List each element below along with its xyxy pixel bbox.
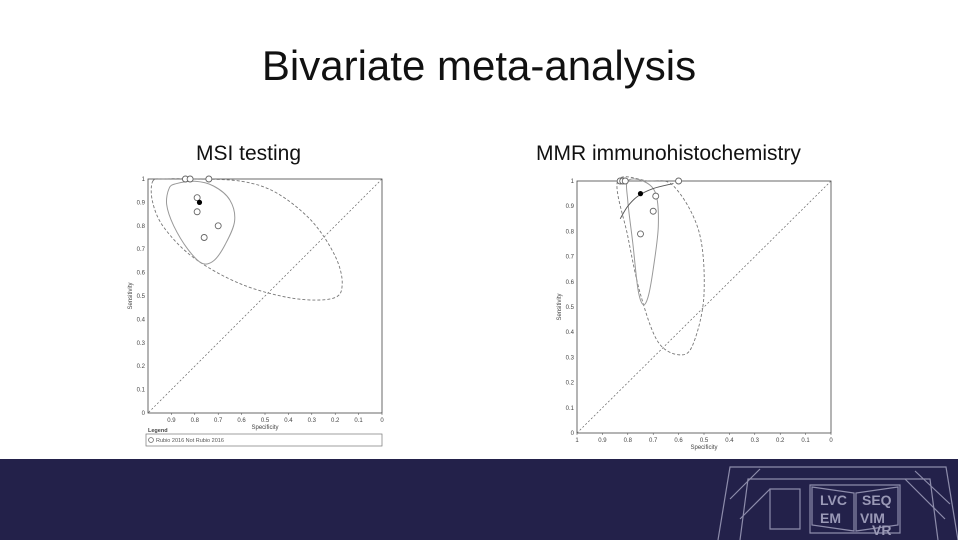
- x-tick-label: 0.2: [331, 418, 340, 424]
- study-point: [675, 177, 683, 185]
- y-tick-label: 0.1: [566, 406, 575, 412]
- y-tick-label: 0.1: [137, 388, 146, 394]
- x-tick-label: 0.3: [308, 418, 317, 424]
- reference-diagonal: [147, 178, 383, 414]
- y-axis-label: Sensitivity: [557, 293, 563, 320]
- confidence-region: [625, 178, 659, 306]
- y-tick-label: 0.7: [566, 255, 575, 261]
- y-tick-label: 0.6: [137, 271, 146, 277]
- x-tick-label: 0.7: [649, 438, 658, 444]
- y-tick-label: 0: [571, 431, 575, 437]
- y-tick-label: 0: [142, 411, 146, 417]
- svg-text:LVC: LVC: [820, 492, 847, 508]
- prediction-region: [616, 176, 705, 356]
- legend-box: [145, 433, 383, 447]
- summary-point: [196, 199, 203, 205]
- legend-entry: Rubio 2016 Not Rubio 2016: [156, 438, 224, 444]
- study-point: [193, 194, 201, 202]
- y-tick-label: 0.2: [137, 364, 146, 370]
- x-tick-label: 0: [380, 418, 384, 424]
- x-tick-label: 0.4: [725, 438, 734, 444]
- confidence-region: [166, 180, 236, 265]
- y-tick-label: 0.8: [566, 229, 575, 235]
- x-tick-label: 0.8: [191, 418, 200, 424]
- x-tick-label: 0.9: [167, 418, 176, 424]
- study-point: [205, 175, 213, 183]
- x-tick-label: 0.4: [284, 418, 293, 424]
- summary-point: [637, 191, 644, 197]
- y-tick-label: 0.4: [137, 317, 146, 323]
- x-tick-label: 1: [575, 438, 579, 444]
- x-tick-label: 0.3: [751, 438, 760, 444]
- study-point: [652, 192, 660, 200]
- y-tick-label: 0.6: [566, 280, 575, 286]
- footer-band: LVC SEQ EM VIM VR: [0, 459, 958, 540]
- y-tick-label: 0.4: [566, 330, 575, 336]
- university-crest-icon: LVC SEQ EM VIM VR: [717, 466, 958, 540]
- y-tick-label: 0.3: [566, 355, 575, 361]
- x-tick-label: 0.1: [354, 418, 363, 424]
- study-point: [621, 177, 629, 185]
- y-tick-label: 0.5: [566, 305, 575, 311]
- y-tick-label: 0.8: [137, 224, 146, 230]
- y-tick-label: 0.2: [566, 381, 575, 387]
- y-tick-label: 1: [571, 179, 575, 185]
- svg-text:VR: VR: [872, 522, 891, 538]
- study-point: [200, 234, 208, 241]
- x-tick-label: 0.1: [801, 438, 810, 444]
- x-tick-label: 0.9: [598, 438, 607, 444]
- reference-diagonal: [576, 180, 832, 434]
- legend-marker: [148, 437, 154, 443]
- y-tick-label: 0.9: [566, 204, 575, 210]
- x-tick-label: 0.2: [776, 438, 785, 444]
- x-axis-label: Specificity: [251, 425, 278, 431]
- study-point: [214, 222, 222, 230]
- study-point: [649, 207, 657, 215]
- x-tick-label: 0: [829, 438, 833, 444]
- x-tick-label: 0.5: [261, 418, 270, 424]
- y-axis-label: Sensitivity: [128, 282, 134, 309]
- x-tick-label: 0.5: [700, 438, 709, 444]
- svg-text:SEQ: SEQ: [862, 492, 892, 508]
- svg-text:EM: EM: [820, 510, 841, 526]
- x-axis-label: Specificity: [690, 445, 717, 451]
- legend-title: Legend: [148, 428, 168, 434]
- x-tick-label: 0.6: [674, 438, 683, 444]
- y-tick-label: 0.5: [137, 294, 146, 300]
- y-tick-label: 0.9: [137, 200, 146, 206]
- msi-chart-subtitle: MSI testing: [196, 142, 302, 165]
- study-point: [637, 230, 644, 238]
- x-tick-label: 0.7: [214, 418, 223, 424]
- x-tick-label: 0.6: [237, 418, 246, 424]
- y-tick-label: 0.3: [137, 341, 146, 347]
- slide-title: Bivariate meta-analysis: [261, 42, 697, 89]
- study-point: [186, 175, 194, 183]
- sroc-curve: [619, 183, 674, 220]
- y-tick-label: 1: [142, 177, 146, 183]
- x-tick-label: 0.8: [624, 438, 633, 444]
- y-tick-label: 0.7: [137, 247, 146, 253]
- study-point: [193, 208, 201, 216]
- mmr-chart-subtitle: MMR immunohistochemistry: [536, 142, 801, 165]
- svg-text:VIM: VIM: [860, 510, 885, 526]
